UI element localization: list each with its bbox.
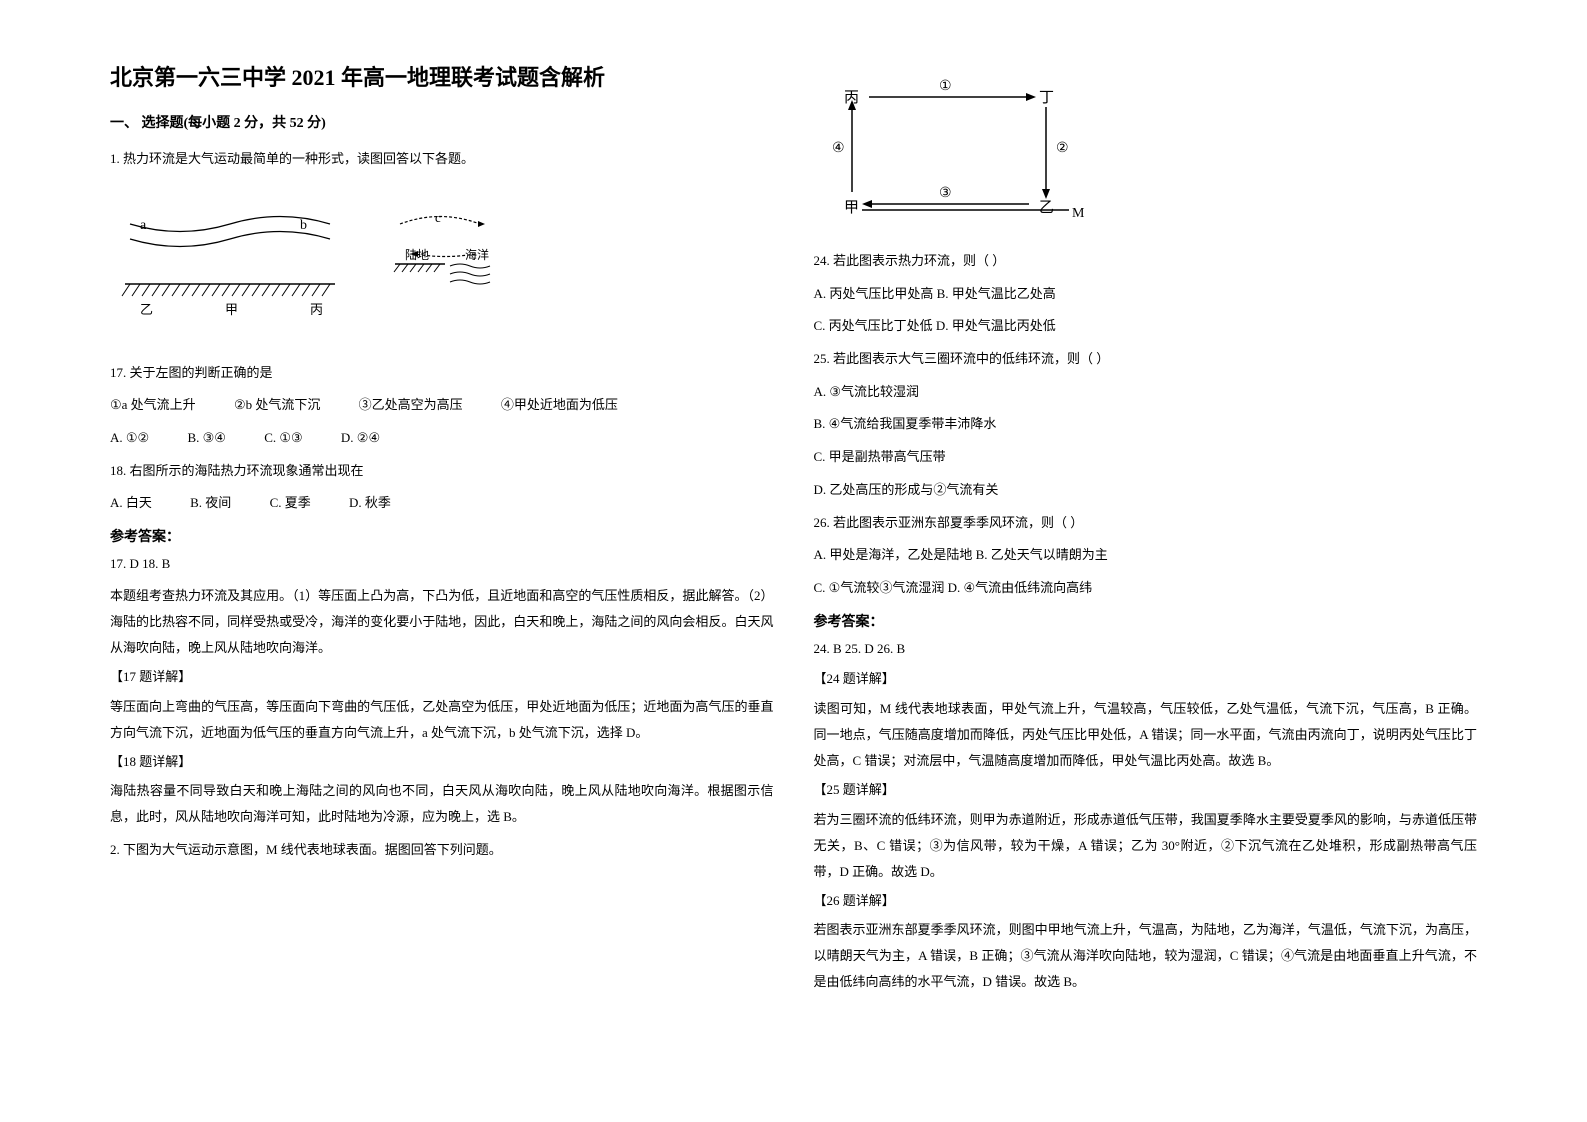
label-b: b xyxy=(300,218,307,233)
exam-title: 北京第一六三中学 2021 年高一地理联考试题含解析 xyxy=(110,60,774,92)
q18-B: B. 夜间 xyxy=(190,491,231,516)
q17-opt2: ②b 处气流下沉 xyxy=(234,397,320,412)
expl25-body: 若为三圈环流的低纬环流，则甲为赤道附近，形成赤道低气压带，我国夏季降水主要受夏季… xyxy=(814,807,1478,885)
hatch-ground xyxy=(122,284,335,296)
q17-D: D. ②④ xyxy=(341,426,380,451)
q25-stem: 25. 若此图表示大气三圈环流中的低纬环流，则（ ） xyxy=(814,347,1478,372)
label-bing: 丙 xyxy=(310,302,323,317)
label-a: a xyxy=(140,218,147,233)
left-column: 北京第一六三中学 2021 年高一地理联考试题含解析 一、 选择题(每小题 2 … xyxy=(90,60,794,1062)
expl-intro: 本题组考查热力环流及其应用。（1）等压面上凸为高，下凸为低，且近地面和高空的气压… xyxy=(110,583,774,661)
q26-CD: C. ①气流较③气流湿润 D. ④气流由低纬流向高纬 xyxy=(814,576,1478,601)
d2-ding: 丁 xyxy=(1039,90,1054,106)
q17-B: B. ③④ xyxy=(187,426,225,451)
q17-A: A. ①② xyxy=(110,426,149,451)
q17-stem: 17. 关于左图的判断正确的是 xyxy=(110,361,774,386)
label-jia: 甲 xyxy=(225,302,238,317)
q24-stem: 24. 若此图表示热力环流，则（ ） xyxy=(814,249,1478,274)
land-sea-diagram: c 陆地 海洋 xyxy=(394,210,490,284)
q1-intro: 1. 热力环流是大气运动最简单的一种形式，读图回答以下各题。 xyxy=(110,147,774,172)
q17-C: C. ①③ xyxy=(264,426,302,451)
d2-yi: 乙 xyxy=(1039,200,1054,216)
answers-heading-1: 参考答案： xyxy=(110,526,774,546)
q24-CD: C. 丙处气压比丁处低 D. 甲处气温比丙处低 xyxy=(814,314,1478,339)
q17-choices: A. ①② B. ③④ C. ①③ D. ②④ xyxy=(110,426,774,451)
expl24-head: 【24 题详解】 xyxy=(814,667,1478,692)
d2-n3: ③ xyxy=(939,186,952,201)
q25-C: C. 甲是副热带高气压带 xyxy=(814,445,1478,470)
q25-A: A. ③气流比较湿润 xyxy=(814,380,1478,405)
expl26-head: 【26 题详解】 xyxy=(814,889,1478,914)
circulation-box-svg: 丙 丁 甲 乙 ① ② ③ ④ M xyxy=(814,72,1094,232)
diagram-1: a b 乙 甲 丙 xyxy=(110,184,774,349)
answers-heading-2: 参考答案： xyxy=(814,611,1478,631)
d2-n1: ① xyxy=(939,79,952,94)
label-c: c xyxy=(435,210,441,225)
d2-n2: ② xyxy=(1056,141,1069,156)
q18-stem: 18. 右图所示的海陆热力环流现象通常出现在 xyxy=(110,459,774,484)
d2-jia: 甲 xyxy=(844,200,859,216)
q17-opt1: ①a 处气流上升 xyxy=(110,397,196,412)
d2-M: M xyxy=(1072,206,1085,221)
label-yi: 乙 xyxy=(140,302,153,317)
diagram-2: 丙 丁 甲 乙 ① ② ③ ④ M xyxy=(814,72,1478,237)
q17-opt3: ③乙处高空为高压 xyxy=(359,397,463,412)
ans-17-18: 17. D 18. B xyxy=(110,552,774,577)
q17-opt4: ④甲处近地面为低压 xyxy=(501,397,618,412)
expl17-body: 等压面向上弯曲的气压高，等压面向下弯曲的气压低，乙处高空为低压，甲处近地面为低压… xyxy=(110,694,774,746)
q26-AB: A. 甲处是海洋，乙处是陆地 B. 乙处天气以晴朗为主 xyxy=(814,543,1478,568)
q17-options-line: ①a 处气流上升 ②b 处气流下沉 ③乙处高空为高压 ④甲处近地面为低压 xyxy=(110,393,774,418)
ans-24-26: 24. B 25. D 26. B xyxy=(814,637,1478,662)
expl25-head: 【25 题详解】 xyxy=(814,778,1478,803)
q2-intro: 2. 下图为大气运动示意图，M 线代表地球表面。据图回答下列问题。 xyxy=(110,838,774,863)
section-heading: 一、 选择题(每小题 2 分，共 52 分) xyxy=(110,112,774,132)
right-column: 丙 丁 甲 乙 ① ② ③ ④ M 24. 若此图表示热力环流，则（ ） xyxy=(794,60,1498,1062)
expl26-body: 若图表示亚洲东部夏季季风环流，则图中甲地气流上升，气温高，为陆地，乙为海洋，气温… xyxy=(814,917,1478,995)
q18-C: C. 夏季 xyxy=(270,491,311,516)
q25-D: D. 乙处高压的形成与②气流有关 xyxy=(814,478,1478,503)
thermal-circulation-svg: a b 乙 甲 丙 xyxy=(110,184,530,344)
expl18-head: 【18 题详解】 xyxy=(110,750,774,775)
q18-choices: A. 白天 B. 夜间 C. 夏季 D. 秋季 xyxy=(110,491,774,516)
q24-AB: A. 丙处气压比甲处高 B. 甲处气温比乙处高 xyxy=(814,282,1478,307)
q26-stem: 26. 若此图表示亚洲东部夏季季风环流，则（ ） xyxy=(814,511,1478,536)
expl17-head: 【17 题详解】 xyxy=(110,665,774,690)
q25-B: B. ④气流给我国夏季带丰沛降水 xyxy=(814,412,1478,437)
q18-A: A. 白天 xyxy=(110,491,152,516)
expl24-body: 读图可知，M 线代表地球表面，甲处气流上升，气温较高，气压较低，乙处气温低，气流… xyxy=(814,696,1478,774)
d2-n4: ④ xyxy=(832,141,845,156)
q18-D: D. 秋季 xyxy=(349,491,391,516)
expl18-body: 海陆热容量不同导致白天和晚上海陆之间的风向也不同，白天风从海吹向陆，晚上风从陆地… xyxy=(110,778,774,830)
